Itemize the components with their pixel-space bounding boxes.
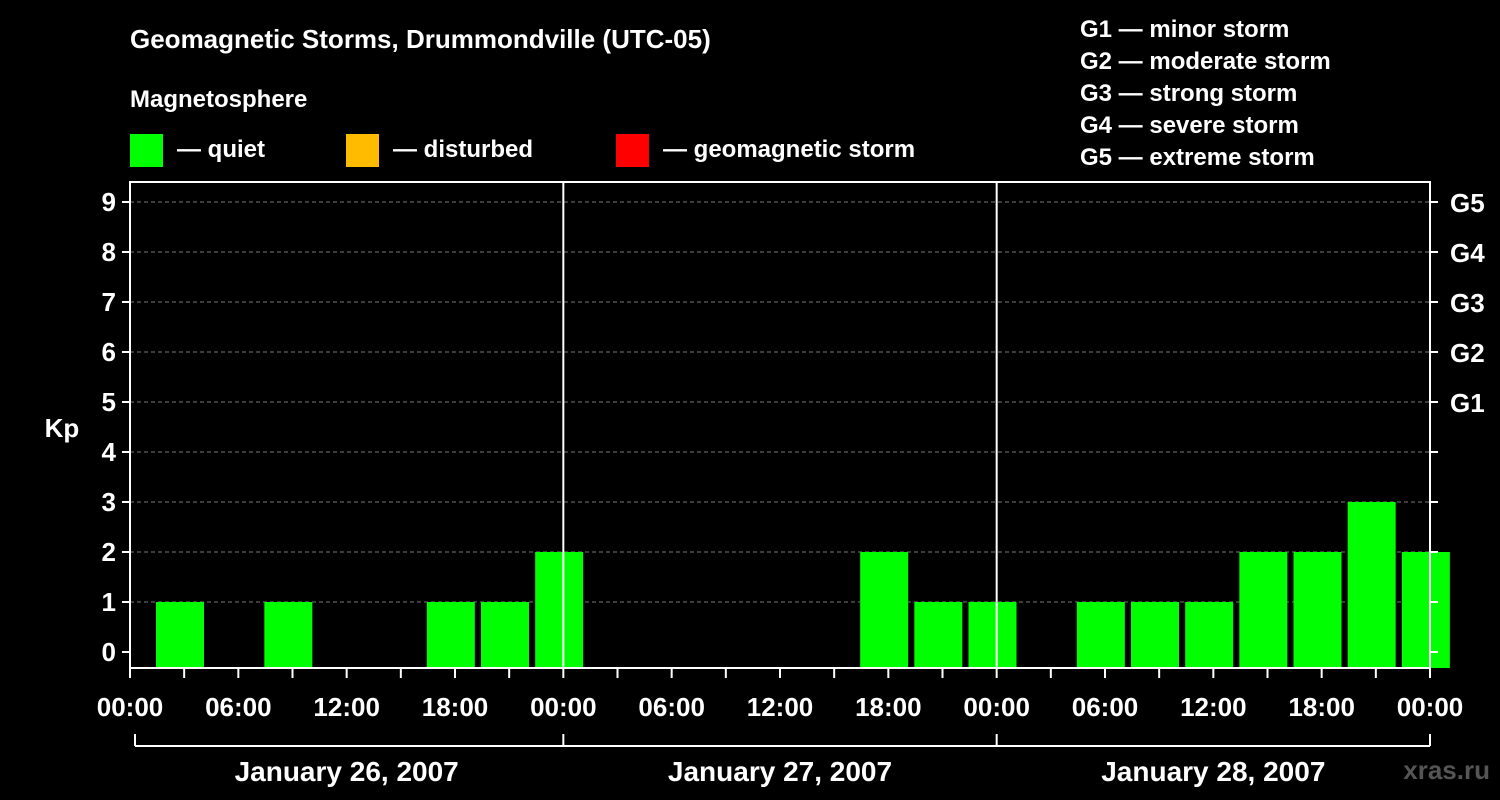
storm-scale-legend: G1 — minor storm G2 — moderate storm G3 … <box>1080 14 1331 174</box>
x-tick-label: 00:00 <box>97 692 164 722</box>
x-tick-label: 00:00 <box>1397 692 1464 722</box>
y-axis-label: Kp <box>45 413 80 443</box>
storm-scale-g3: G3 — strong storm <box>1080 80 1298 107</box>
y-tick-label: 2 <box>102 537 116 567</box>
kp-bar <box>535 552 584 668</box>
day-label: January 26, 2007 <box>235 756 459 787</box>
kp-bar <box>860 552 909 668</box>
x-tick-label: 12:00 <box>1180 692 1247 722</box>
x-tick-label: 18:00 <box>1288 692 1355 722</box>
y-tick-label: 7 <box>102 287 116 317</box>
legend-label-storm: — geomagnetic storm <box>663 136 916 163</box>
day-label: January 27, 2007 <box>668 756 892 787</box>
legend-label-quiet: — quiet <box>177 136 265 163</box>
kp-bar <box>914 602 963 668</box>
legend-label-disturbed: — disturbed <box>393 136 534 163</box>
right-axis-label: G2 <box>1450 338 1485 368</box>
legend-swatch-quiet <box>130 133 163 167</box>
y-tick-label: 0 <box>102 637 116 667</box>
kp-bar <box>1293 552 1342 668</box>
right-axis-label: G4 <box>1450 238 1485 268</box>
x-tick-label: 06:00 <box>1072 692 1139 722</box>
y-tick-label: 5 <box>102 387 116 417</box>
right-axis-label: G3 <box>1450 288 1485 318</box>
legend-swatch-storm <box>616 133 649 167</box>
storm-scale-g4: G4 — severe storm <box>1080 112 1299 139</box>
legend-swatch-disturbed <box>346 133 379 167</box>
kp-bar <box>264 602 313 668</box>
x-tick-label: 00:00 <box>530 692 597 722</box>
x-tick-label: 06:00 <box>205 692 272 722</box>
storm-scale-g5: G5 — extreme storm <box>1080 144 1315 171</box>
x-tick-label: 18:00 <box>422 692 489 722</box>
legend-item-quiet: — quiet <box>130 133 265 167</box>
y-tick-label: 1 <box>102 587 116 617</box>
kp-bar <box>1239 552 1288 668</box>
kp-bar <box>481 602 529 668</box>
watermark: xras.ru <box>1403 755 1490 785</box>
right-axis-label: G1 <box>1450 388 1485 418</box>
x-tick-label: 00:00 <box>963 692 1030 722</box>
y-tick-label: 6 <box>102 337 116 367</box>
x-tick-label: 18:00 <box>855 692 922 722</box>
kp-bar <box>968 602 1017 668</box>
y-tick-label: 3 <box>102 487 116 517</box>
right-axis-label: G5 <box>1450 188 1485 218</box>
day-label: January 28, 2007 <box>1101 756 1325 787</box>
x-tick-label: 06:00 <box>638 692 705 722</box>
kp-bar <box>156 602 204 668</box>
kp-bar <box>1076 602 1125 668</box>
legend-item-disturbed: — disturbed <box>346 133 534 167</box>
kp-bar <box>1185 602 1234 668</box>
storm-scale-g2: G2 — moderate storm <box>1080 48 1331 75</box>
chart-title: Geomagnetic Storms, Drummondville (UTC-0… <box>130 24 711 54</box>
storm-scale-g1: G1 — minor storm <box>1080 16 1290 43</box>
kp-bar <box>1131 602 1179 668</box>
chart-subtitle: Magnetosphere <box>130 86 308 113</box>
y-tick-label: 4 <box>102 437 117 467</box>
legend-item-storm: — geomagnetic storm <box>616 133 916 167</box>
y-tick-label: 8 <box>102 237 116 267</box>
y-tick-label: 9 <box>102 187 116 217</box>
kp-bar <box>426 602 475 668</box>
kp-bar <box>1347 502 1396 668</box>
plot-frame <box>129 181 1431 669</box>
x-tick-label: 12:00 <box>747 692 814 722</box>
x-tick-label: 12:00 <box>313 692 380 722</box>
kp-bar <box>1401 552 1450 668</box>
